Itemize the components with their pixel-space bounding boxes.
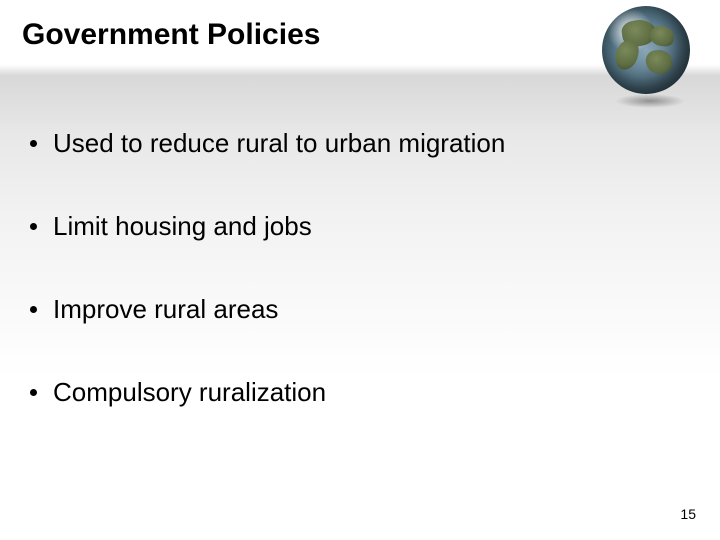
globe-icon	[602, 6, 690, 94]
page-number: 15	[680, 506, 696, 522]
bullet-dot-icon	[30, 306, 37, 313]
slide-title: Government Policies	[22, 18, 320, 52]
bullet-text: Improve rural areas	[53, 294, 278, 325]
globe-landmass	[645, 49, 673, 75]
bullet-dot-icon	[30, 223, 37, 230]
list-item: Limit housing and jobs	[30, 211, 690, 242]
list-item: Improve rural areas	[30, 294, 690, 325]
globe-landmass	[614, 38, 641, 71]
list-item: Compulsory ruralization	[30, 377, 690, 408]
globe-shadow	[615, 94, 685, 108]
bullet-text: Used to reduce rural to urban migration	[53, 128, 505, 159]
list-item: Used to reduce rural to urban migration	[30, 128, 690, 159]
globe-landmass	[649, 25, 675, 47]
bullet-text: Limit housing and jobs	[53, 211, 312, 242]
globe-graphic	[602, 6, 698, 102]
bullet-dot-icon	[30, 140, 37, 147]
bullet-text: Compulsory ruralization	[53, 377, 326, 408]
bullet-dot-icon	[30, 389, 37, 396]
bullet-list: Used to reduce rural to urban migration …	[30, 128, 690, 460]
